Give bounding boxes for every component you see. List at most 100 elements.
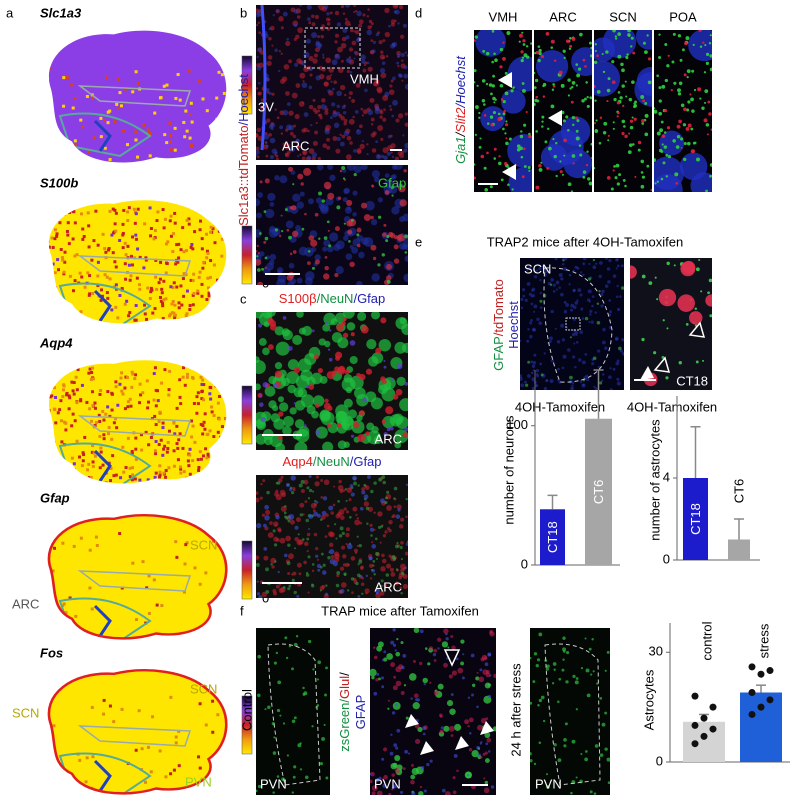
signal: [388, 185, 398, 194]
signal: [658, 148, 663, 153]
signal: [541, 265, 546, 269]
map-outline: [47, 514, 228, 640]
signal: [571, 332, 576, 337]
signal: [563, 650, 566, 653]
signal: [590, 320, 594, 324]
signal: [318, 65, 323, 71]
signal: [582, 170, 587, 174]
spot: [116, 334, 119, 337]
spot: [116, 316, 120, 320]
signal: [271, 44, 274, 47]
signal: [369, 527, 375, 532]
spot: [216, 293, 220, 297]
spot: [192, 291, 196, 295]
spot: [57, 268, 61, 272]
spot: [100, 294, 104, 298]
signal: [334, 53, 341, 60]
signal: [274, 48, 278, 53]
signal: [498, 161, 502, 166]
colorbar: [241, 225, 253, 285]
spot: [155, 603, 159, 607]
spot: [204, 208, 208, 212]
signal: [399, 790, 404, 794]
spot: [185, 312, 189, 316]
signal: [646, 164, 650, 168]
signal: [256, 555, 260, 560]
signal: [358, 19, 364, 25]
signal: [388, 89, 395, 95]
signal: [275, 651, 279, 655]
signal: [265, 208, 275, 219]
spot: [155, 219, 159, 223]
signal: [398, 524, 404, 529]
signal: [278, 16, 284, 22]
region-header: SCN: [609, 9, 636, 24]
spot: [188, 472, 192, 476]
signal: [380, 137, 384, 141]
signal: [398, 5, 404, 10]
signal: [350, 218, 354, 222]
signal: [606, 757, 610, 762]
signal: [365, 368, 373, 375]
spot: [227, 296, 230, 299]
signal: [258, 31, 262, 35]
signal: [593, 792, 597, 795]
spot: [183, 135, 187, 139]
signal: [323, 239, 331, 247]
spot: [215, 117, 219, 121]
signal: [535, 383, 539, 387]
spot: [53, 408, 57, 412]
spot: [106, 432, 110, 436]
signal: [577, 67, 582, 71]
spot: [161, 453, 165, 457]
spot: [173, 126, 177, 130]
signal: [292, 334, 303, 345]
spot: [229, 227, 232, 230]
data-point: [748, 663, 756, 671]
signal: [360, 566, 364, 570]
signal: [658, 33, 661, 36]
spot: [52, 441, 56, 445]
signal: [326, 524, 330, 528]
signal: [484, 758, 490, 764]
signal: [379, 115, 383, 119]
spot: [128, 311, 132, 315]
signal: [618, 346, 622, 351]
spot: [217, 481, 221, 484]
spot: [177, 301, 181, 305]
spot: [178, 161, 182, 163]
signal: [335, 513, 341, 519]
y-tick-label: 0: [521, 556, 528, 571]
signal: [328, 67, 334, 73]
arrowhead: [455, 736, 469, 750]
spot: [197, 489, 200, 492]
signal: [571, 154, 576, 158]
signal: [462, 653, 465, 656]
signal: [575, 63, 579, 67]
signal: [342, 312, 355, 319]
spot: [236, 410, 239, 413]
spot: [233, 244, 236, 247]
spot: [235, 246, 238, 249]
signal: [394, 755, 401, 762]
signal: [314, 110, 319, 115]
signal: [596, 90, 601, 94]
signal: [570, 190, 574, 192]
spot: [37, 445, 40, 448]
spot: [114, 417, 118, 421]
spot: [205, 433, 209, 437]
signal: [689, 93, 692, 96]
signal: [391, 788, 394, 791]
spot: [118, 91, 122, 95]
spot: [184, 314, 188, 318]
data-point: [709, 703, 717, 711]
signal: [318, 202, 325, 209]
spot: [231, 213, 234, 216]
signal: [433, 659, 437, 662]
signal: [291, 92, 298, 99]
signal: [589, 313, 592, 316]
signal: [542, 95, 546, 98]
signal: [535, 369, 540, 373]
signal: [324, 256, 328, 259]
signal: [370, 132, 376, 138]
